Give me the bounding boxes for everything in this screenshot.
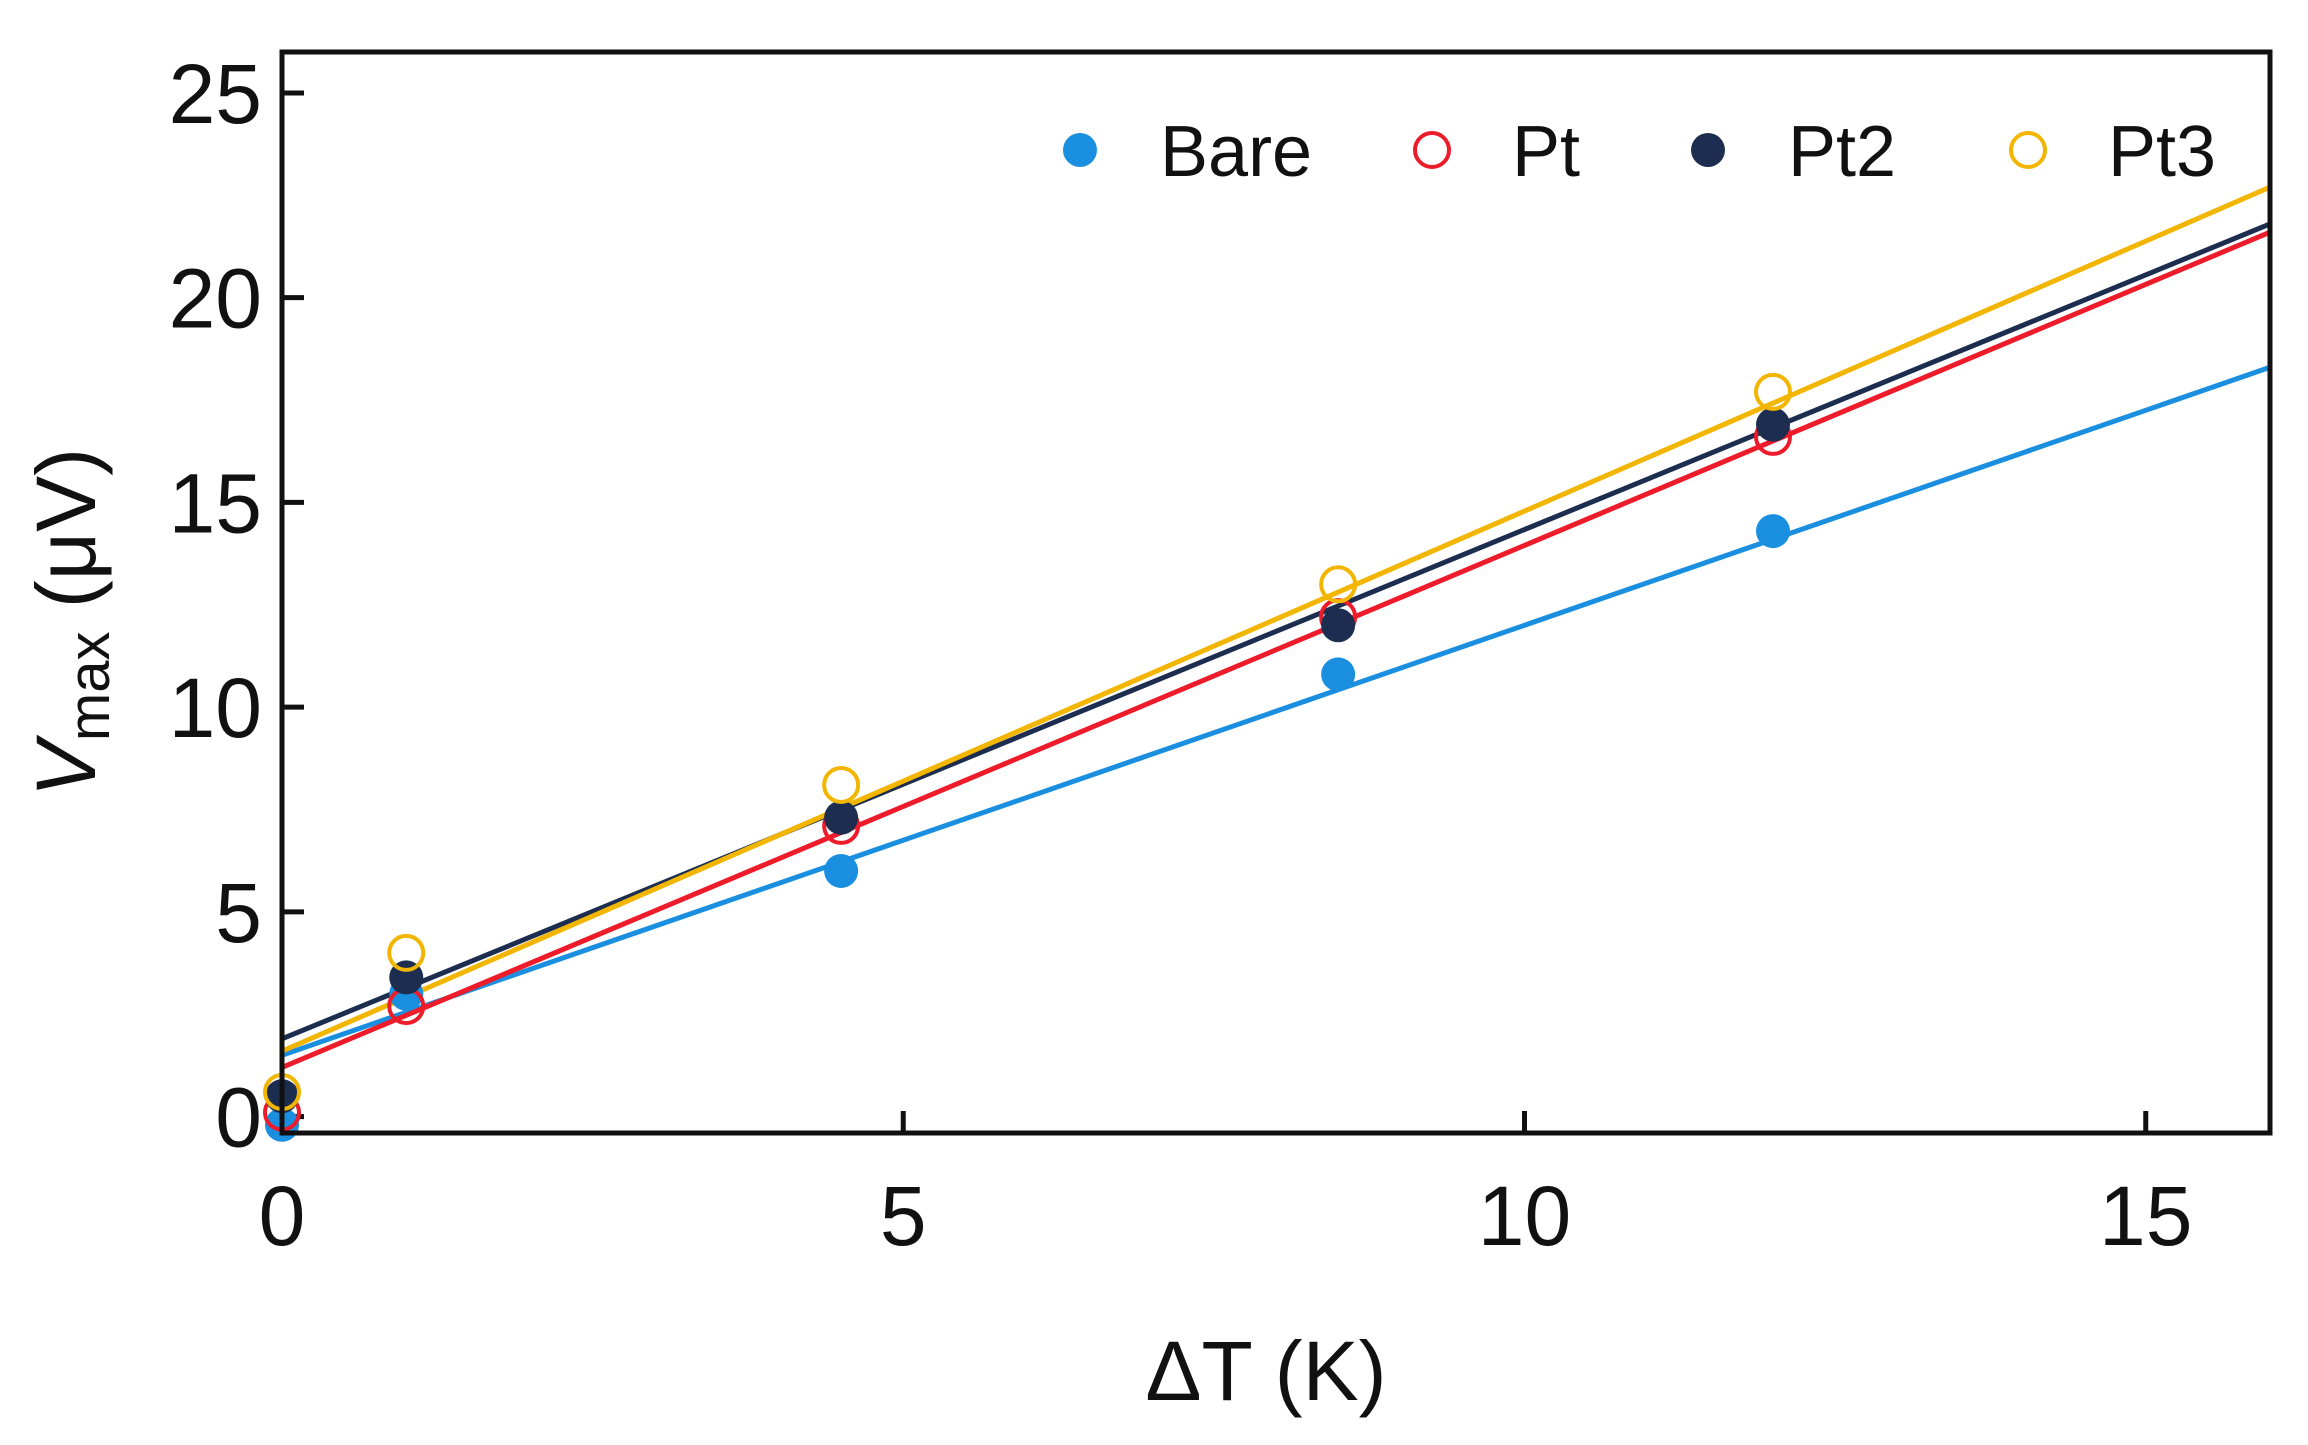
data-point-pt3-3 [1319,565,1358,604]
data-point-pt3-4 [1754,372,1792,411]
y-tick-label-5: 5 [215,866,262,960]
data-point-bare-2 [824,853,859,888]
legend-label-pt2: Pt2 [1788,112,1896,192]
x-tick-label-15: 15 [2099,1169,2192,1263]
y-tick-label-15: 15 [169,456,262,550]
plot-frame [279,49,2273,1136]
legend-label-bare: Bare [1160,112,1312,192]
legend-marker-pt [1413,131,1451,169]
x-axis-title: ΔT (K) [1145,1324,1386,1418]
data-point-bare-4 [1756,514,1790,549]
data-point-pt2-3 [1321,608,1356,643]
x-tick-label-5: 5 [880,1169,927,1263]
fit-lines-layer [281,184,2271,1070]
fit-line-pt2 [281,221,2271,1042]
y-tick-label-10: 10 [169,661,262,755]
data-points-layer [263,372,1792,1142]
legend-marker-pt2 [1691,133,1725,167]
y-axis-title: Vmax (μV) [19,448,122,797]
x-tick-label-0: 0 [259,1169,306,1263]
y-tick-label-0: 0 [215,1071,262,1165]
fit-line-pt [281,229,2271,1070]
data-point-pt2-4 [1756,407,1790,442]
y-axis-title-unit: (μV) [19,448,113,632]
legend-label-pt3: Pt3 [2108,112,2216,192]
data-point-pt2-2 [824,800,859,835]
fit-line-pt3 [281,184,2271,1054]
data-point-pt3-2 [822,765,861,804]
y-axis-title-subscript: max [57,632,122,742]
legend-label-pt: Pt [1512,112,1580,192]
axis-layer: 0 5 10 15 0 5 10 15 20 25 [169,47,2193,1263]
y-tick-label-20: 20 [169,252,262,346]
data-point-bare-3 [1321,657,1356,692]
legend-marker-pt3 [2009,131,2047,169]
legend: Bare Pt Pt2 Pt3 [1063,112,2216,192]
fit-line-bare [281,364,2271,1058]
y-tick-label-25: 25 [169,47,262,141]
legend-marker-bare [1063,133,1097,167]
y-axis-title-main: V [19,734,113,797]
x-tick-label-10: 10 [1478,1169,1571,1263]
data-point-pt3-1 [387,933,426,972]
